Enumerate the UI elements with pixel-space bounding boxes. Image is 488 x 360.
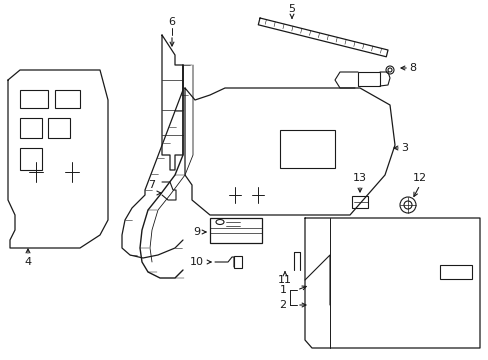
Bar xyxy=(20,118,42,138)
Text: 2: 2 xyxy=(279,300,286,310)
Bar xyxy=(48,118,70,138)
Text: 7: 7 xyxy=(148,180,155,190)
Bar xyxy=(209,218,262,243)
Text: 12: 12 xyxy=(412,173,426,183)
Text: 3: 3 xyxy=(401,143,407,153)
Text: 10: 10 xyxy=(190,257,203,267)
Circle shape xyxy=(403,201,411,209)
Bar xyxy=(234,256,242,268)
Text: 5: 5 xyxy=(288,4,295,14)
Text: 13: 13 xyxy=(352,173,366,183)
Text: 4: 4 xyxy=(24,257,32,267)
Bar xyxy=(439,265,471,279)
Circle shape xyxy=(387,68,391,72)
Circle shape xyxy=(385,66,393,74)
Text: 8: 8 xyxy=(408,63,416,73)
Bar xyxy=(351,196,367,208)
Ellipse shape xyxy=(216,220,224,225)
Text: 9: 9 xyxy=(193,227,200,237)
Bar xyxy=(20,148,42,170)
Bar xyxy=(357,72,379,86)
Circle shape xyxy=(399,197,415,213)
Bar xyxy=(55,90,80,108)
Bar xyxy=(20,90,48,108)
Text: 11: 11 xyxy=(278,275,291,285)
Bar xyxy=(280,130,334,168)
Text: 1: 1 xyxy=(279,285,286,295)
Text: 6: 6 xyxy=(168,17,175,27)
